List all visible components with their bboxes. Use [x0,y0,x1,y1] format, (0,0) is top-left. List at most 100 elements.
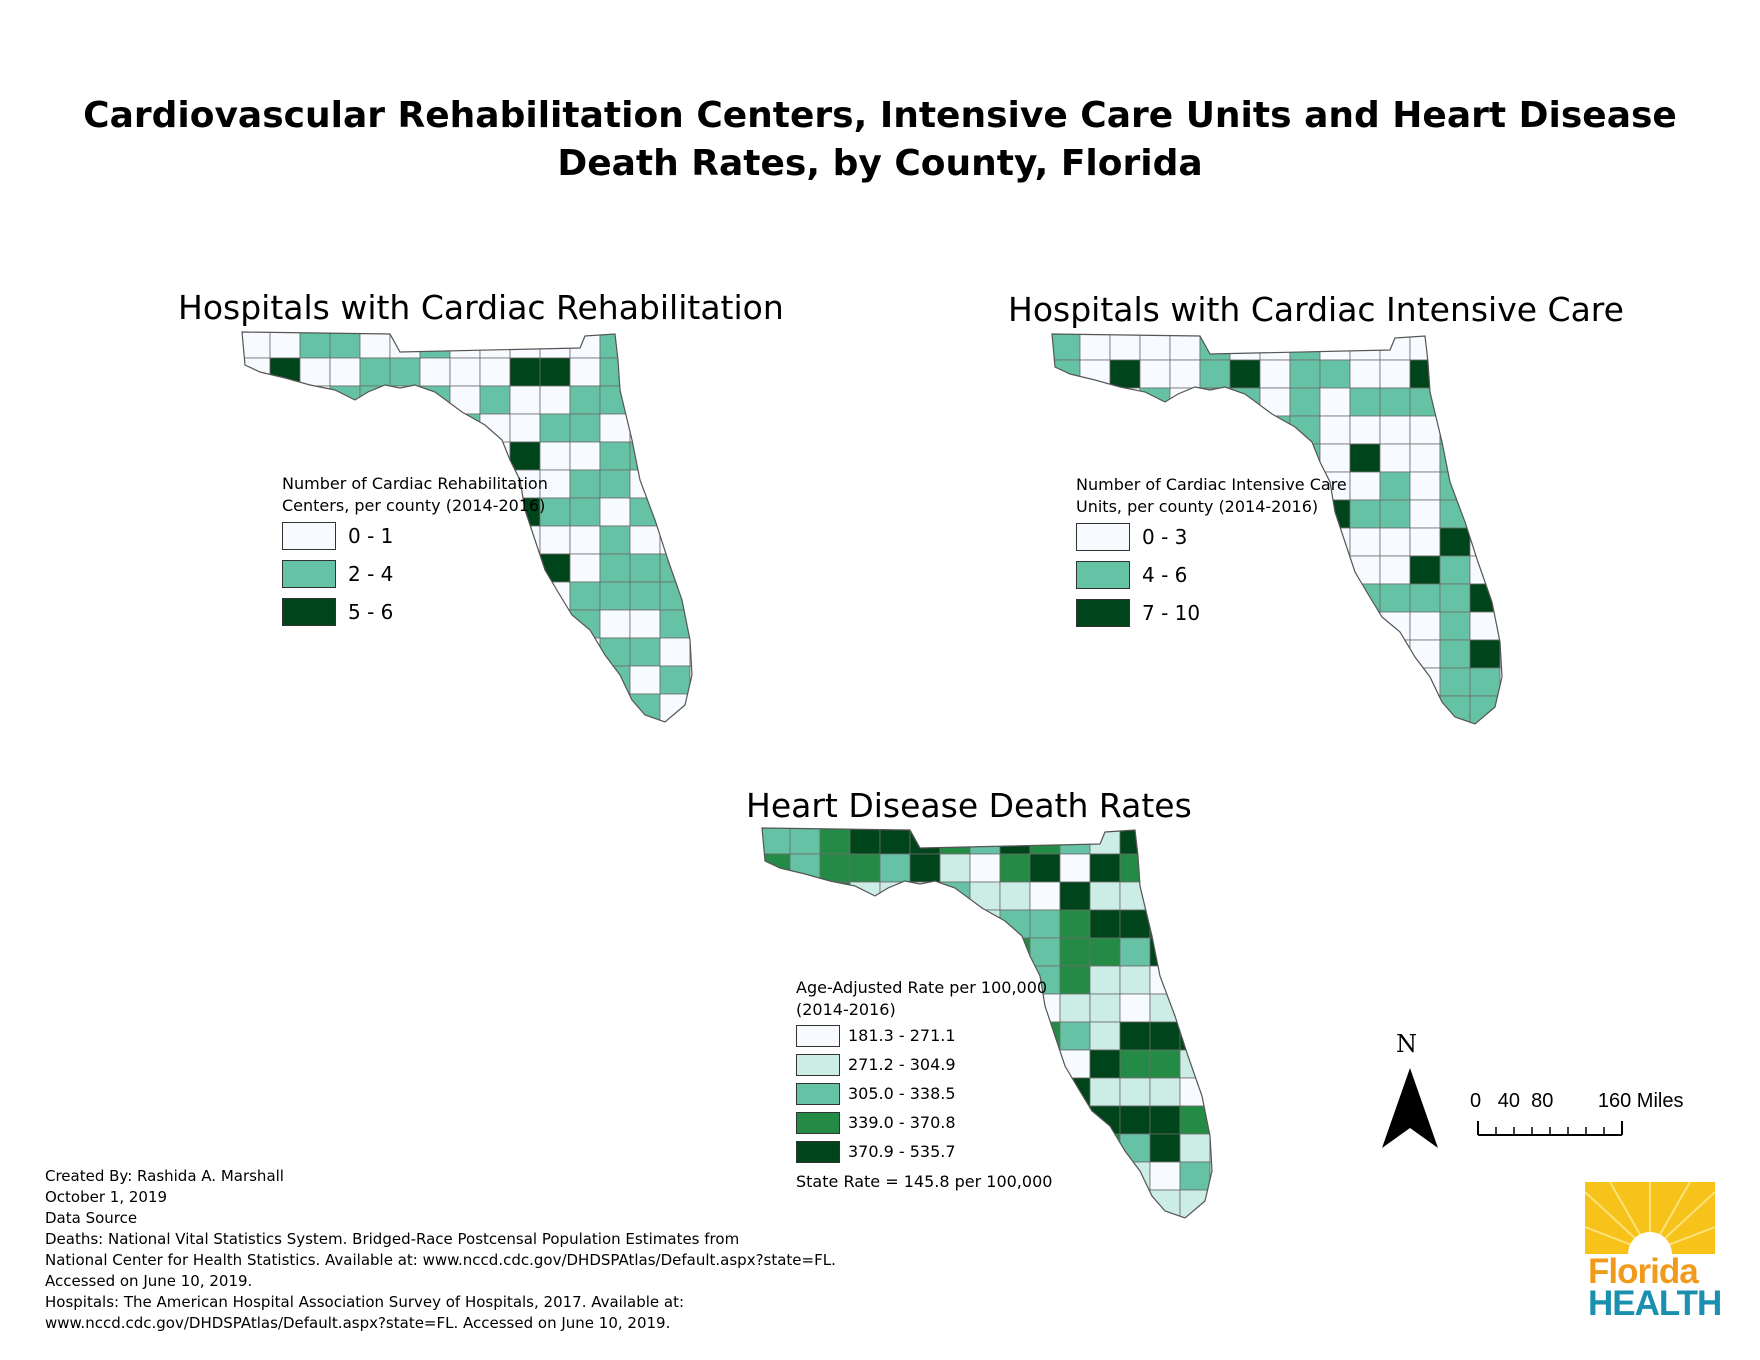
county-shape [329,441,361,471]
county-shape [1349,639,1381,669]
county-shape [659,469,691,499]
county-shape [1199,443,1231,473]
credit-line: Created By: Rashida A. Marshall [45,1167,284,1185]
rehab-legend-item: 0 - 1 [282,517,548,555]
county-shape [242,665,271,695]
icu-legend-label: 4 - 6 [1142,563,1188,587]
county-shape [1052,667,1081,697]
county-shape [1409,471,1441,501]
county-shape [419,332,451,359]
county-shape [449,385,481,415]
county-shape [1139,723,1171,724]
county-shape [1209,1049,1212,1079]
county-shape [1349,723,1381,724]
county-shape [1349,359,1381,389]
county-shape [1149,828,1181,855]
county-shape [659,441,691,471]
county-shape [479,637,511,667]
icu-legend-title-1: Number of Cardiac Intensive Care [1076,475,1347,494]
county-shape [689,385,692,415]
county-shape [969,853,1001,883]
county-shape [269,357,301,387]
county-shape [1499,471,1502,501]
county-shape [1149,881,1181,911]
county-shape [1089,1189,1121,1218]
death-legend-label: 305.0 - 338.5 [848,1084,956,1103]
county-shape [1209,1021,1212,1051]
county-shape [359,332,391,359]
county-shape [1089,1049,1121,1079]
county-shape [1209,881,1212,911]
county-shape [569,553,601,583]
county-shape [1179,881,1211,911]
death-legend-swatch [796,1140,840,1163]
county-shape [1349,611,1381,641]
county-shape [762,909,791,939]
county-shape [1059,881,1091,911]
county-shape [1052,387,1081,417]
death-legend-item: 181.3 - 271.1 [796,1021,1052,1050]
page-title: Cardiovascular Rehabilitation Centers, I… [60,92,1700,188]
county-shape [659,497,691,527]
county-shape [389,637,421,667]
county-shape [1349,334,1381,361]
county-shape [1469,723,1501,724]
rehab-legend: Number of Cardiac Rehabilitation Centers… [282,473,548,631]
rehab-legend-title-2: Centers, per county (2014-2016) [282,496,546,515]
county-shape [509,385,541,415]
county-shape [359,385,391,415]
county-shape [1052,415,1081,445]
county-shape [1179,853,1211,883]
county-shape [359,637,391,667]
county-shape [689,693,692,722]
county-shape [359,441,391,471]
county-shape [969,881,1001,911]
icu-legend-item: 0 - 3 [1076,518,1347,556]
county-shape [1439,527,1471,557]
county-shape [1439,443,1471,473]
county-shape [689,553,692,583]
county-shape [1029,1189,1061,1218]
county-shape [1059,1021,1091,1051]
county-shape [599,413,631,443]
county-shape [329,637,361,667]
county-shape [1029,909,1061,939]
county-shape [1179,1189,1211,1218]
county-shape [1229,667,1261,697]
county-shape [659,609,691,639]
county-shape [1089,965,1121,995]
county-shape [1149,1217,1181,1218]
county-shape [449,693,481,722]
county-shape [819,828,851,855]
icu-map-title: Hospitals with Cardiac Intensive Care [1008,290,1624,329]
county-shape [269,693,301,722]
county-shape [789,937,821,967]
county-shape [879,881,911,911]
county-shape [689,581,692,611]
county-shape [389,693,421,722]
county-shape [242,721,271,722]
county-shape [1119,1189,1151,1218]
county-shape [1499,527,1502,557]
credit-line: www.nccd.cdc.gov/DHDSPAtlas/Default.aspx… [45,1314,671,1332]
county-shape [242,469,271,499]
state-rate-note: State Rate = 145.8 per 100,000 [796,1172,1053,1191]
county-shape [1469,695,1501,724]
county-shape [1259,723,1291,724]
county-shape [1139,639,1171,669]
county-shape [449,413,481,443]
county-shape [629,609,661,639]
county-shape [1179,993,1211,1023]
county-shape [1379,667,1411,697]
county-shape [1379,723,1411,724]
logo-word-florida: Florida [1588,1252,1699,1291]
county-shape [1229,639,1261,669]
county-shape [1349,667,1381,697]
credit-line: National Center for Health Statistics. A… [45,1251,836,1269]
county-shape [1179,1161,1211,1191]
county-shape [789,881,821,911]
county-shape [819,909,851,939]
county-shape [1499,359,1502,389]
county-shape [1149,853,1181,883]
county-shape [389,385,421,415]
